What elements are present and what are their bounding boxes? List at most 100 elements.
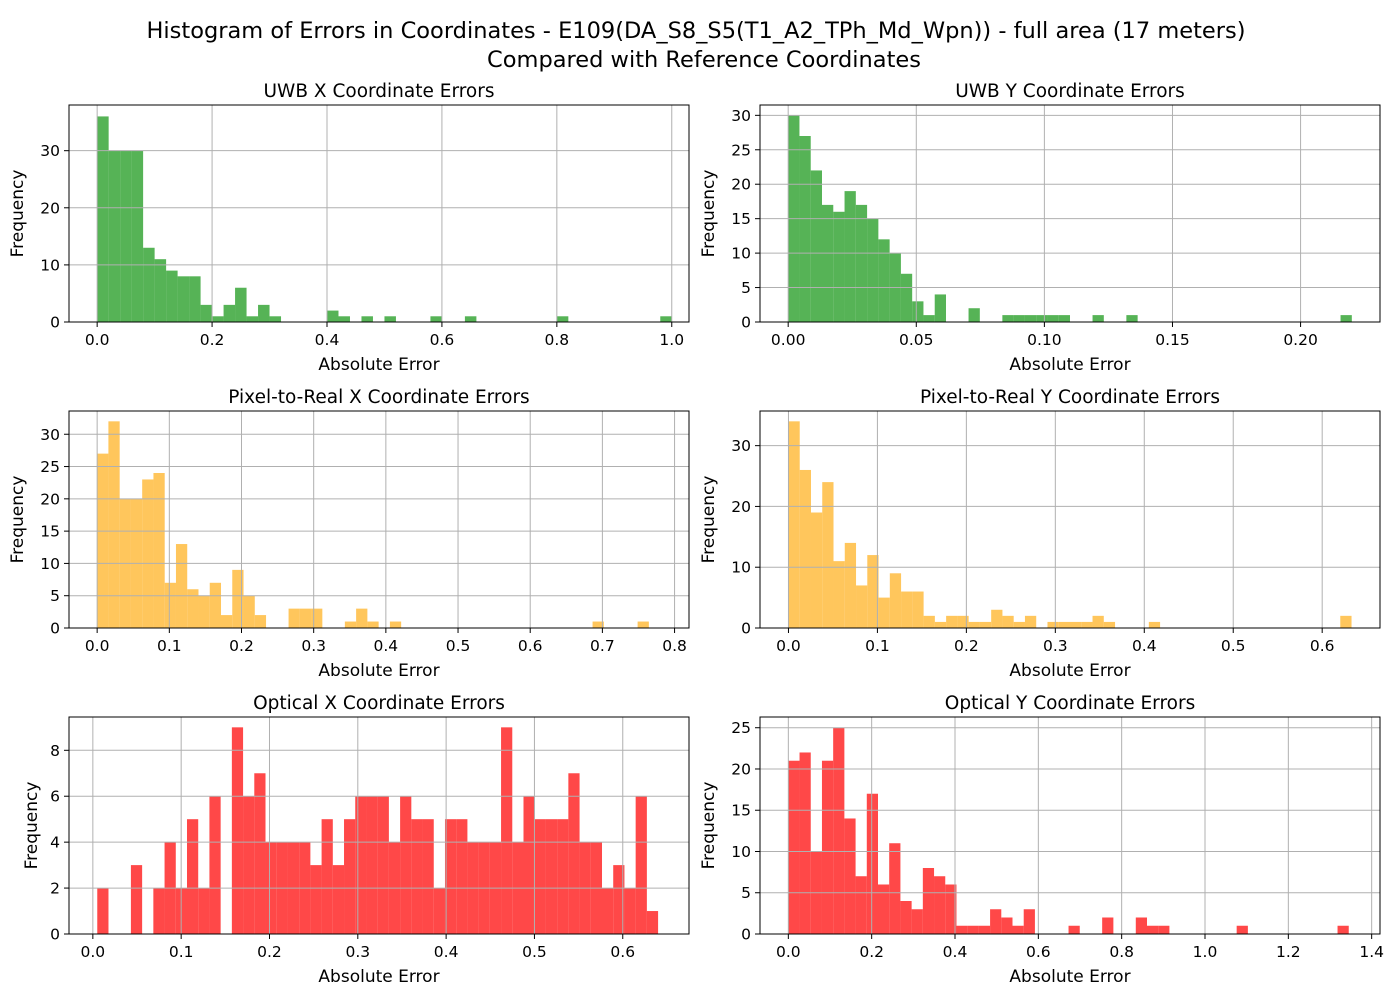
x-tick-label: 0.2: [257, 943, 282, 961]
histogram-bar: [810, 512, 823, 628]
y-tick-label: 0: [741, 926, 751, 944]
histogram-bar: [568, 773, 580, 934]
histogram-bar: [212, 316, 224, 322]
y-tick-label: 20: [731, 498, 751, 516]
histogram-bar: [246, 316, 259, 322]
subplot-title: Pixel-to-Real X Coordinate Errors: [228, 387, 529, 408]
histogram-bar: [154, 259, 167, 322]
histogram-bar: [433, 888, 445, 934]
y-tick-label: 15: [731, 802, 751, 820]
histogram-bar: [833, 211, 845, 322]
histogram-bar: [878, 239, 890, 322]
y-tick-label: 20: [40, 490, 60, 508]
y-tick-label: 30: [40, 142, 60, 160]
histogram-bar: [1047, 621, 1059, 628]
x-tick-label: 0.5: [522, 943, 547, 961]
histogram-bar: [978, 925, 991, 934]
histogram-bar: [142, 479, 154, 628]
histogram-bar: [799, 469, 811, 628]
histogram-bar: [934, 621, 947, 628]
axes-frame: [68, 104, 690, 323]
histogram-bar: [209, 796, 221, 934]
histogram-bar: [198, 888, 210, 934]
histogram-bar: [311, 608, 323, 628]
y-tick-label: 25: [731, 719, 751, 737]
histogram-bar: [1236, 925, 1248, 934]
histogram-bar: [108, 150, 121, 322]
histogram-bar: [1036, 315, 1048, 322]
histogram-bar: [1013, 621, 1025, 628]
histogram-bar: [384, 316, 396, 322]
histogram-bar: [822, 482, 834, 628]
histogram-bar: [592, 621, 604, 628]
histogram-bar: [326, 310, 339, 322]
histogram-bar: [321, 819, 333, 934]
histogram-bar: [934, 876, 946, 934]
y-tick-label: 5: [741, 279, 751, 297]
histogram-panel-5: 0.0 0.1 0.2 0.3 0.4 0.5 0.6 0 2 4 6 8 Optical X Coor…: [22, 693, 690, 987]
histogram-bar: [523, 796, 535, 934]
x-axis-label: Absolute Error: [1009, 661, 1130, 681]
histogram-bar: [143, 247, 155, 322]
x-tick-label: 0.0: [85, 637, 110, 655]
subplot-title: Optical X Coordinate Errors: [253, 693, 505, 714]
histogram-bar: [377, 796, 389, 934]
histogram-bar: [411, 819, 423, 934]
histogram-panel-2: 0.00 0.05 0.10 0.15 0.20 0 5 10 15 20 25 30 UWB Y Co…: [699, 81, 1381, 375]
x-tick-label: 0.4: [1132, 637, 1157, 655]
histogram-bar: [501, 727, 513, 934]
histogram-bar: [956, 925, 968, 934]
histogram-bar: [235, 287, 247, 322]
x-tick-label: 0.8: [1109, 943, 1134, 961]
histogram-bar: [332, 865, 345, 934]
y-tick-label: 30: [731, 437, 751, 455]
x-tick-label: 0.6: [518, 637, 543, 655]
histogram-bar: [810, 170, 822, 322]
histogram-bar: [923, 315, 935, 322]
histogram-bar: [1002, 615, 1014, 628]
y-tick-label: 30: [40, 426, 60, 444]
histogram-bar: [912, 301, 924, 322]
y-tick-label: 15: [40, 523, 60, 541]
histogram-bar: [646, 911, 659, 934]
histogram-bar: [258, 304, 270, 322]
histogram-bar: [945, 884, 957, 934]
y-axis-label: Frequency: [699, 170, 719, 258]
histogram-bar: [166, 270, 178, 322]
x-axis-label: Absolute Error: [1009, 967, 1130, 987]
histogram-bar: [153, 888, 165, 934]
histogram-bar: [1126, 315, 1138, 322]
axes-frame: [759, 410, 1381, 629]
histogram-bar: [232, 569, 244, 628]
y-tick-label: 25: [40, 458, 60, 476]
histogram-bar: [1001, 917, 1013, 934]
histogram-bar: [254, 615, 267, 628]
histogram-bar: [866, 793, 878, 934]
grid-lines: [69, 411, 689, 629]
histogram-bar: [624, 888, 636, 934]
histogram-bar: [243, 595, 255, 628]
x-axis-label: Absolute Error: [318, 967, 439, 987]
histogram-panel-1: 0.0 0.2 0.4 0.6 0.8 1.0 0 10 20 30 UWB X Coordinat…: [8, 81, 690, 375]
y-tick-label: 0: [741, 314, 751, 332]
x-tick-label: 0.3: [1043, 637, 1068, 655]
y-tick-label: 10: [40, 256, 60, 274]
y-tick-label: 10: [731, 245, 751, 263]
x-tick-label: 1.0: [1193, 943, 1218, 961]
y-tick-label: 0: [50, 926, 60, 944]
y-tick-label: 5: [50, 587, 60, 605]
x-axis-label: Absolute Error: [318, 355, 439, 375]
x-axis-label: Absolute Error: [318, 661, 439, 681]
x-tick-label: 0.8: [662, 637, 687, 655]
histogram-bar: [1147, 925, 1159, 934]
x-tick-label: 0.4: [374, 637, 399, 655]
histogram-bar: [855, 204, 868, 322]
histogram-bar: [844, 191, 856, 322]
x-tick-label: 0.10: [1027, 331, 1062, 349]
y-tick-label: 0: [741, 620, 751, 638]
histogram-bar: [1012, 925, 1024, 934]
histogram-bar: [900, 900, 912, 934]
histogram-bar: [1337, 925, 1349, 934]
histogram-bar: [269, 316, 282, 322]
